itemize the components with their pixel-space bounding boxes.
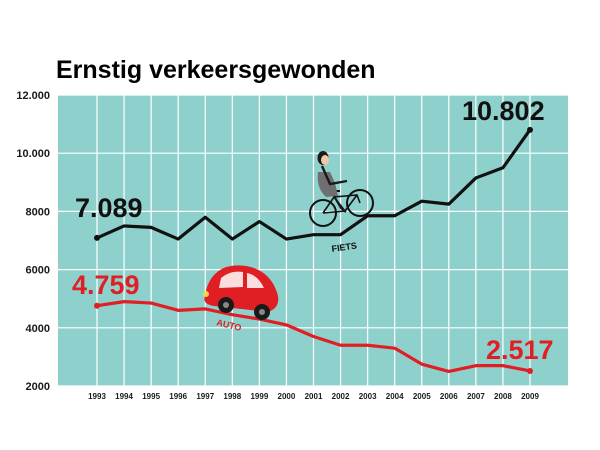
fiets-series-line [95, 128, 532, 241]
chart-title: Ernstig verkeersgewonden [56, 56, 376, 84]
fiets-series-label: FIETS [331, 241, 358, 254]
x-tick-label-1996: 1996 [169, 392, 187, 401]
x-tick-label-1997: 1997 [196, 392, 214, 401]
auto-end-value-label: 2.517 [486, 335, 554, 365]
y-tick-label-3: 8000 [26, 206, 50, 218]
red-car-icon [203, 265, 279, 320]
x-tick-label-1994: 1994 [115, 392, 133, 401]
y-tick-label-0: 2000 [26, 381, 50, 393]
x-tick-label-2001: 2001 [305, 392, 323, 401]
fiets-end-value-label: 10.802 [462, 96, 545, 126]
axis-ticks: 2000 4000 6000 8000 10.000 12.000 1993 1994 1995… [16, 90, 539, 401]
x-tick-label-1998: 1998 [223, 392, 241, 401]
y-tick-label-4: 10.000 [16, 148, 50, 160]
cyclist-on-bicycle-icon [309, 151, 374, 227]
x-tick-label-2009: 2009 [521, 392, 539, 401]
fiets-point-2009 [527, 126, 533, 133]
x-tick-label-1993: 1993 [88, 392, 106, 401]
x-tick-label-2007: 2007 [467, 392, 485, 401]
x-tick-label-2003: 2003 [359, 392, 377, 401]
y-tick-label-1: 4000 [26, 323, 50, 335]
y-tick-label-5: 12.000 [16, 90, 50, 102]
grid-lines [58, 94, 568, 387]
x-tick-label-2004: 2004 [386, 392, 404, 401]
auto-point-2009 [527, 367, 533, 374]
x-tick-label-1995: 1995 [142, 392, 160, 401]
y-tick-label-2: 6000 [26, 265, 50, 277]
auto-start-value-label: 4.759 [72, 270, 140, 300]
x-tick-label-2006: 2006 [440, 392, 458, 401]
auto-series-line [95, 300, 532, 374]
fiets-point-1993 [94, 234, 100, 241]
series-lines [94, 126, 533, 374]
auto-point-1993 [94, 302, 100, 309]
fiets-start-value-label: 7.089 [75, 193, 143, 223]
x-tick-label-1999: 1999 [250, 392, 268, 401]
x-tick-label-2008: 2008 [494, 392, 512, 401]
x-tick-label-2005: 2005 [413, 392, 431, 401]
x-tick-label-2000: 2000 [278, 392, 296, 401]
x-tick-label-2002: 2002 [332, 392, 350, 401]
